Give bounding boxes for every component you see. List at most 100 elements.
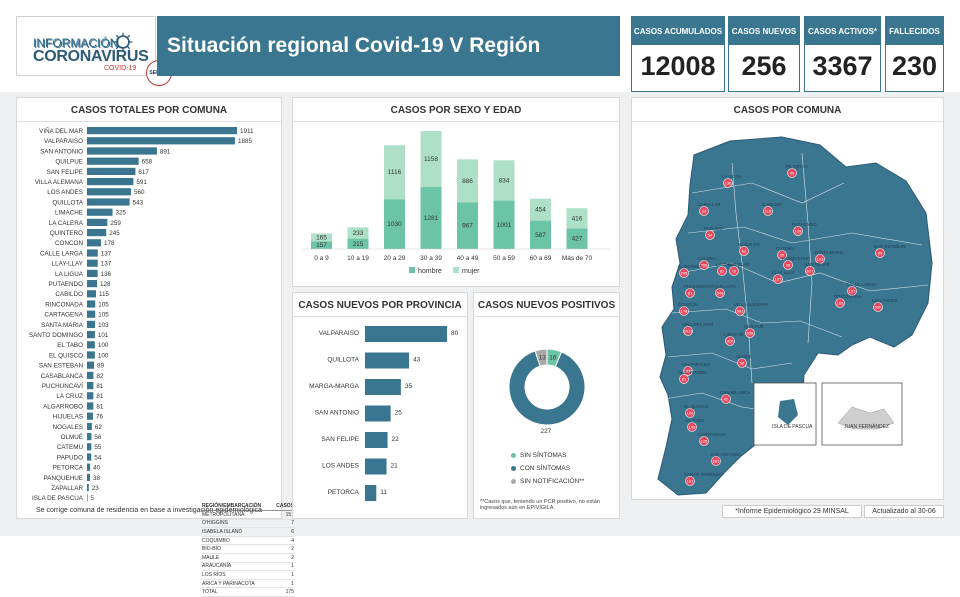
map-label: HIJUELAS [728,262,750,267]
comuna-tick-label: SAN ANTONIO [40,148,83,155]
panel-casos-provincia: CASOS NUEVOS POR PROVINCIA VALPARAISO 80 Q… [292,292,468,519]
bar-mujer [311,233,332,242]
kpi-value: 230 [891,51,938,81]
panel-casos-totales-comuna: CASOS TOTALES POR COMUNA VIÑA DEL MAR 191… [16,97,295,597]
map-bubble [773,274,783,284]
map-bubble-value: 82 [724,397,729,402]
map-bubble-value: 1911 [684,329,693,334]
donut-data-label: 16 [549,355,557,362]
table-cell: 1 [272,570,295,580]
bar-hombre [347,238,369,249]
map-label: LIMACHE [724,332,745,337]
provincia-bar-chart: VALPARAISO 80 QUILLOTA 43 MARGA-MARGA 35 SAN A… [309,326,459,501]
comuna-tick-label: PUCHUNCAVÍ [42,381,83,390]
map-bubble-value: 1885 [684,369,694,374]
data-label-mujer: 886 [462,178,473,185]
map-label: CATEMU [776,246,795,251]
logo: INFORMACIÓN [16,16,156,76]
data-label-mujer: 454 [535,207,546,214]
map-bubble [783,260,793,270]
positivos-note: **Casos que, teniendo un PCR positivo, n… [480,499,600,511]
kpi-value: 3367 [812,51,873,81]
positivos-donut-chart: 16 227 13 [508,348,586,435]
comuna-tick-label: QUINTERO [50,230,83,237]
comuna-data-label: 137 [101,261,112,268]
donut-slice [534,348,548,367]
comuna-data-label: 81 [96,383,104,390]
comuna-data-label: 137 [101,250,112,257]
map-bubble [679,306,689,316]
comuna-data-label: 617 [138,169,149,176]
map-bubble-value: 891 [713,459,720,464]
table-cell: 7 [272,519,295,529]
comuna-tick-label: SAN ESTEBAN [39,363,84,370]
table-cell: TOTAL [201,587,273,597]
bar-hombre [420,187,442,249]
donut-slice [508,350,586,426]
legend-sin-notificacion: SIN NOTIFICACIÓN** [511,478,584,485]
comuna-bar [87,433,92,441]
provincia-bar [365,458,387,475]
map-label: CALERA [698,256,717,261]
bar-hombre [566,228,588,249]
map-bubble [847,286,857,296]
comuna-tick-label: PETORCA [53,465,84,472]
provincia-tick-label: LOS ANDES [322,463,360,470]
donut-data-label: 227 [540,428,551,435]
map-label: PANQUEHUE [782,256,811,261]
table-header: REGIÓN/EMBARCACIÓN [201,502,273,512]
comuna-bar [87,351,95,359]
table-row: LOS RÍOS 1 [201,570,295,580]
logo-line1-text: INFORMACIÓN [33,36,119,50]
map-bubble-value: 115 [765,209,772,214]
map-bubble-value: 100 [687,411,694,416]
comuna-data-label: 54 [94,454,102,461]
map-bubble-value: 56 [740,361,745,366]
kpi-casos-activos: CASOS ACTIVOS* 3367 [804,16,881,92]
kpi-label: CASOS ACTIVOS* [805,17,880,45]
legend-con-sintomas: CON SÍNTOMAS [511,465,570,472]
provincia-bar [365,326,447,342]
comuna-tick-label: CARTAGENA [44,312,83,319]
bar-hombre [384,199,405,249]
comuna-tick-label: CASABLANCA [41,373,84,380]
logo-line2-text: CORONAVIRUS [33,48,149,65]
map-bubble [787,168,797,178]
kpi-fallecidos: FALLECIDOS 230 [885,16,944,92]
comuna-bar [87,259,98,267]
comuna-bar [87,290,97,298]
provincia-data-label: 22 [392,436,400,443]
comuna-bar [87,218,108,226]
bar-mujer [384,145,405,200]
map-bubble [721,394,731,404]
map-bubble-value: 23 [702,209,707,214]
comuna-tick-label: SANTO DOMINGO [29,332,83,339]
bar-mujer [420,131,442,188]
table-cell: MAULE [201,553,273,563]
provincia-tick-label: VALPARAISO [319,330,359,337]
map-bubble-value: 54 [708,233,713,238]
x-tick-label: 0 a 9 [314,255,329,262]
panel-casos-sexo-edad: CASOS POR SEXO Y EDAD 157 165 0 a 9 215 233 1… [292,97,620,287]
map-bubble [711,456,721,466]
x-tick-label: 30 a 39 [420,255,442,262]
comuna-bar [87,188,131,196]
map-bubble [763,206,773,216]
actualizado-note: Actualizado al 30-06 [864,505,944,518]
logo-line1: INFORMACIÓN [34,37,120,51]
map-bubble-value: 101 [687,479,694,484]
bar-mujer [566,208,588,229]
comuna-bar [87,280,98,288]
comuna-data-label: 325 [116,210,127,217]
map-bubble [723,178,733,188]
map-bubble-value: 617 [807,269,814,274]
provincia-data-label: 25 [395,410,403,417]
map-bubble [699,260,709,270]
data-label-hombre: 967 [462,223,473,230]
comuna-data-label: 115 [99,291,110,298]
table-row: TOTAL 175 [201,587,295,597]
map-label: SAN FELIPE [804,262,831,267]
comuna-bar [87,229,107,237]
comuna-bar [87,392,94,400]
